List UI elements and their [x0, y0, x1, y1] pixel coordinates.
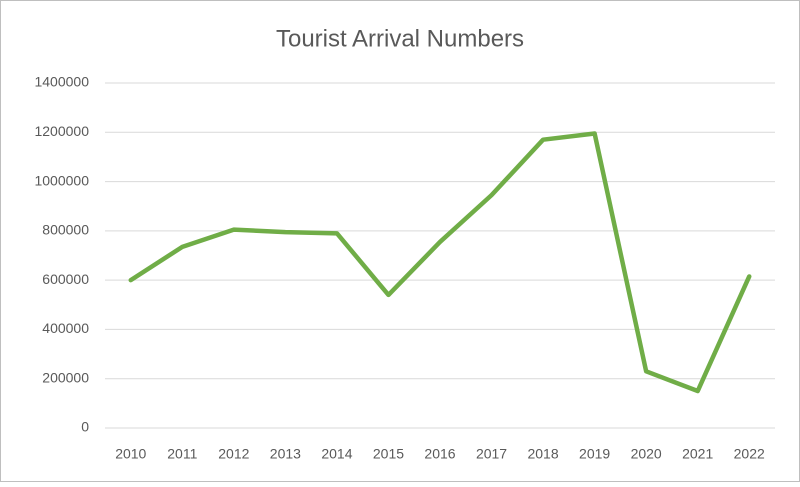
x-tick-label: 2014 [321, 446, 352, 462]
y-tick-label: 800000 [42, 222, 89, 238]
y-tick-label: 200000 [42, 369, 89, 385]
x-tick-label: 2019 [579, 446, 610, 462]
x-tick-label: 2018 [527, 446, 558, 462]
x-tick-label: 2010 [115, 446, 146, 462]
x-tick-label: 2015 [373, 446, 404, 462]
x-tick-label: 2016 [424, 446, 455, 462]
chart-title: Tourist Arrival Numbers [276, 25, 524, 52]
x-tick-label: 2011 [167, 446, 197, 462]
data-line [128, 131, 752, 394]
y-tick-label: 1000000 [34, 172, 89, 188]
y-tick-label: 1200000 [34, 123, 89, 139]
x-tick-label: 2022 [734, 446, 765, 462]
y-tick-label: 400000 [42, 320, 89, 336]
x-tick-label: 2012 [218, 446, 249, 462]
x-tick-label: 2021 [682, 446, 713, 462]
y-tick-label: 1400000 [34, 74, 89, 90]
x-tick-label: 2020 [631, 446, 662, 462]
y-tick-label: 600000 [42, 271, 89, 287]
x-tick-label: 2017 [476, 446, 507, 462]
x-tick-label: 2013 [270, 446, 301, 462]
y-tick-label: 0 [81, 419, 89, 435]
